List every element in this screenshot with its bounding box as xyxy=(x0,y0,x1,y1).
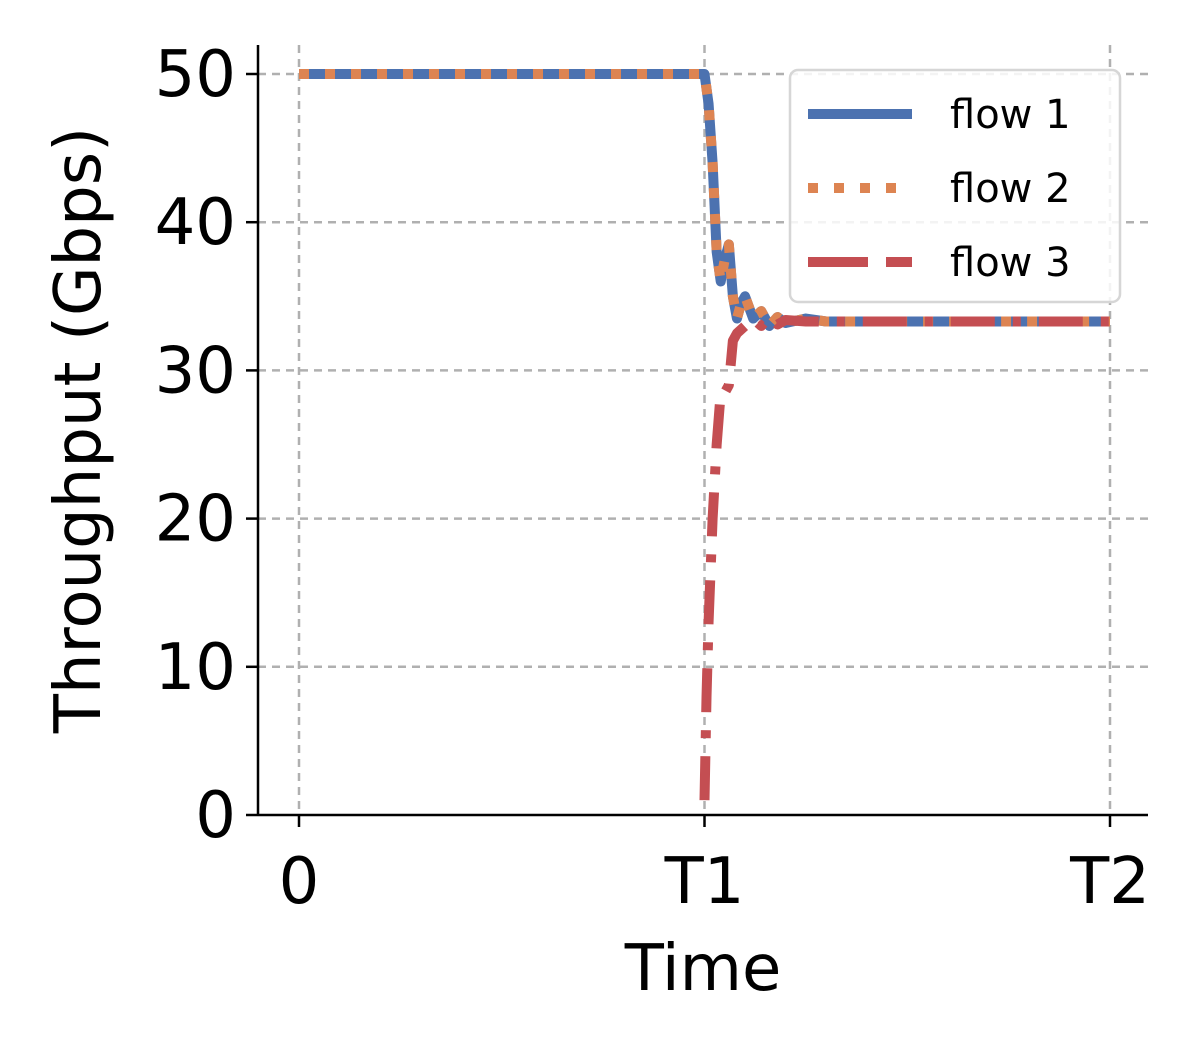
legend-label-3: flow 3 xyxy=(950,240,1071,286)
y-tick-label: 20 xyxy=(155,483,236,557)
x-tick-label: T2 xyxy=(1069,845,1150,919)
legend-label-1: flow 1 xyxy=(950,92,1071,138)
legend-label-2: flow 2 xyxy=(950,166,1071,212)
y-tick-label: 40 xyxy=(155,186,236,260)
x-tick-label: T1 xyxy=(664,845,745,919)
y-tick-label: 50 xyxy=(155,38,236,112)
y-tick-label: 10 xyxy=(155,631,236,705)
legend-box xyxy=(788,68,1122,304)
legend: flow 1 flow 2 flow 3 xyxy=(788,68,1122,304)
x-axis-label: Time xyxy=(624,932,782,1006)
series-lines xyxy=(299,69,1110,801)
axes xyxy=(246,45,1148,827)
series-line-3 xyxy=(699,312,1110,801)
y-tick-label: 0 xyxy=(195,779,236,853)
y-tick-label: 30 xyxy=(155,334,236,408)
tick-labels: 0 10 20 30 40 50 0 T1 T2 xyxy=(155,38,1150,919)
x-tick-label: 0 xyxy=(279,845,320,919)
y-axis-label: Throughput (Gbps) xyxy=(42,127,116,734)
